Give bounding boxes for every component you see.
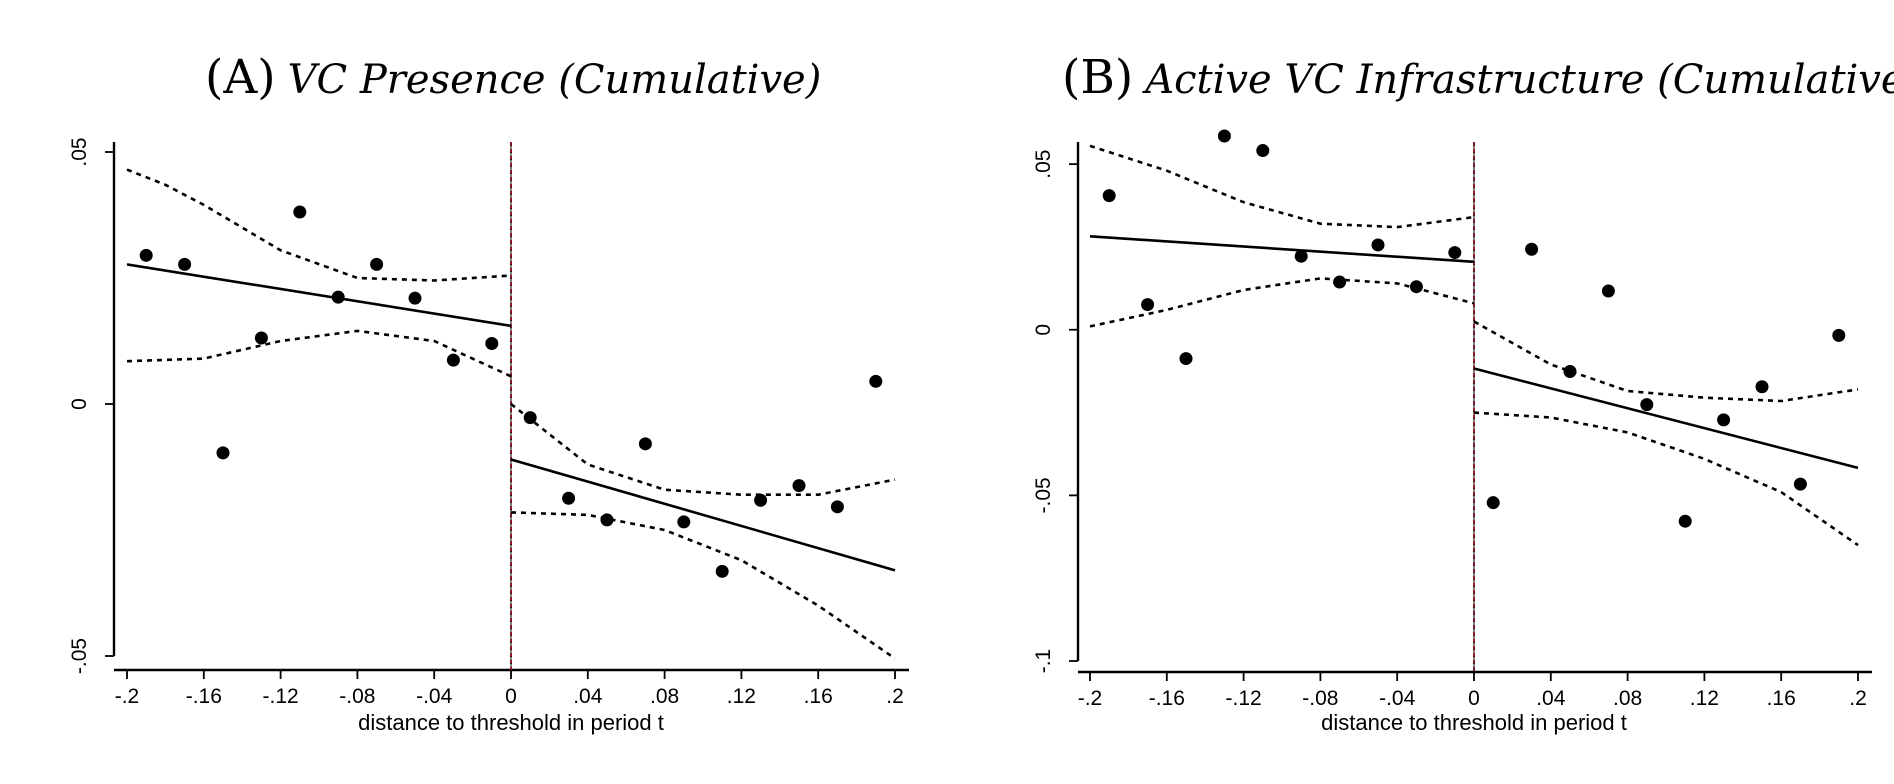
data-point (677, 515, 691, 529)
data-point (1717, 413, 1731, 427)
data-point (1640, 398, 1654, 412)
data-point (869, 374, 883, 388)
data-point (1294, 249, 1308, 263)
y-tick-label: -.05 (1032, 477, 1055, 513)
y-tick-label: 0 (68, 398, 91, 410)
ci-right-upper (510, 402, 896, 497)
x-tick-label: -.04 (416, 685, 453, 708)
data-point (485, 337, 499, 351)
data-point (293, 205, 307, 219)
panel-b-title: (B) Active VC Infrastructure (Cumulative) (1062, 50, 1894, 105)
x-tick-label: -.16 (1149, 687, 1185, 710)
panel-b-subtitle: Active VC Infrastructure (Cumulative) (1145, 57, 1894, 103)
x-tick-label: -.08 (339, 685, 375, 708)
data-point (1333, 275, 1347, 289)
data-point (1102, 189, 1116, 203)
x-tick-label: 0 (1468, 687, 1480, 710)
x-tick-label: .12 (727, 685, 756, 708)
x-axis-title: distance to threshold in period t (1321, 710, 1627, 735)
data-point (408, 291, 422, 305)
x-tick-label: -.2 (115, 685, 140, 708)
x-tick-label: .2 (1849, 687, 1867, 710)
x-tick-label: .12 (1690, 687, 1719, 710)
data-point (1371, 238, 1385, 252)
fit-line-left (1089, 235, 1475, 264)
data-point (830, 500, 844, 514)
x-axis-title: distance to threshold in period t (358, 710, 664, 735)
data-point (1832, 328, 1846, 342)
x-tick-label: .08 (1613, 687, 1642, 710)
x-tick-label: -.04 (1379, 687, 1416, 710)
data-point (1409, 280, 1423, 294)
y-tick-label: .05 (1032, 150, 1055, 179)
panel-a-letter: (A) (205, 50, 276, 105)
ci-left-upper (126, 168, 512, 282)
x-tick-label: .04 (573, 685, 603, 708)
data-point (715, 564, 729, 578)
data-point (1793, 477, 1807, 491)
data-point (523, 411, 537, 425)
data-point (446, 353, 460, 367)
x-tick-label: .04 (1536, 687, 1566, 710)
data-point (331, 290, 345, 304)
data-point (370, 257, 384, 271)
panel-b-letter: (B) (1062, 50, 1134, 105)
fit-line-right (510, 458, 896, 572)
x-tick-label: .16 (804, 685, 833, 708)
data-point (1525, 242, 1539, 256)
y-tick-label: -.05 (68, 638, 91, 674)
ci-right-lower (510, 511, 896, 660)
panel-a-title: (A) VC Presence (Cumulative) (205, 50, 821, 105)
fit-line-left (126, 263, 512, 328)
data-point (792, 479, 806, 493)
data-point (178, 257, 192, 271)
chart-panel-b: -.2 -.16 -.12 -.08 -.04 0 .04 .08 .12 .16 .2 -.1 -.0… (1032, 129, 1872, 735)
data-point (139, 248, 153, 262)
x-tick-label: -.12 (263, 685, 299, 708)
x-tick-label: -.08 (1302, 687, 1338, 710)
data-point (1678, 514, 1692, 528)
panel-a-subtitle: VC Presence (Cumulative) (287, 57, 822, 103)
data-point (1755, 380, 1769, 394)
data-point (1256, 144, 1270, 158)
data-point (1486, 496, 1500, 510)
data-point (1179, 352, 1193, 366)
data-point (254, 331, 268, 345)
y-tick-label: .05 (68, 137, 91, 166)
chart-panel-a: -.2 -.16 -.12 -.08 -.04 0 .04 .08 .12 .16 .2 -.05 0.… (68, 137, 909, 735)
data-point (1141, 298, 1155, 312)
x-tick-label: -.2 (1078, 687, 1103, 710)
x-tick-label: .2 (886, 685, 904, 708)
ci-right-lower (1473, 411, 1859, 547)
x-tick-label: -.16 (186, 685, 222, 708)
data-point (562, 491, 576, 505)
x-tick-label: .08 (650, 685, 679, 708)
x-tick-label: -.12 (1226, 687, 1262, 710)
data-point (754, 493, 768, 507)
x-tick-label: .16 (1767, 687, 1796, 710)
data-point (1448, 246, 1462, 260)
ci-left-upper (1089, 144, 1475, 229)
data-point (1563, 364, 1577, 378)
data-point (638, 437, 652, 451)
y-tick-label: -.1 (1032, 649, 1055, 674)
fit-line-right (1473, 367, 1859, 470)
y-tick-label: 0 (1032, 324, 1055, 336)
data-point (1217, 129, 1231, 143)
ci-left-lower (126, 329, 512, 378)
ci-right-upper (1473, 320, 1859, 403)
data-point (600, 513, 614, 527)
x-tick-label: 0 (505, 685, 517, 708)
data-point (216, 446, 230, 460)
data-point (1601, 284, 1615, 298)
